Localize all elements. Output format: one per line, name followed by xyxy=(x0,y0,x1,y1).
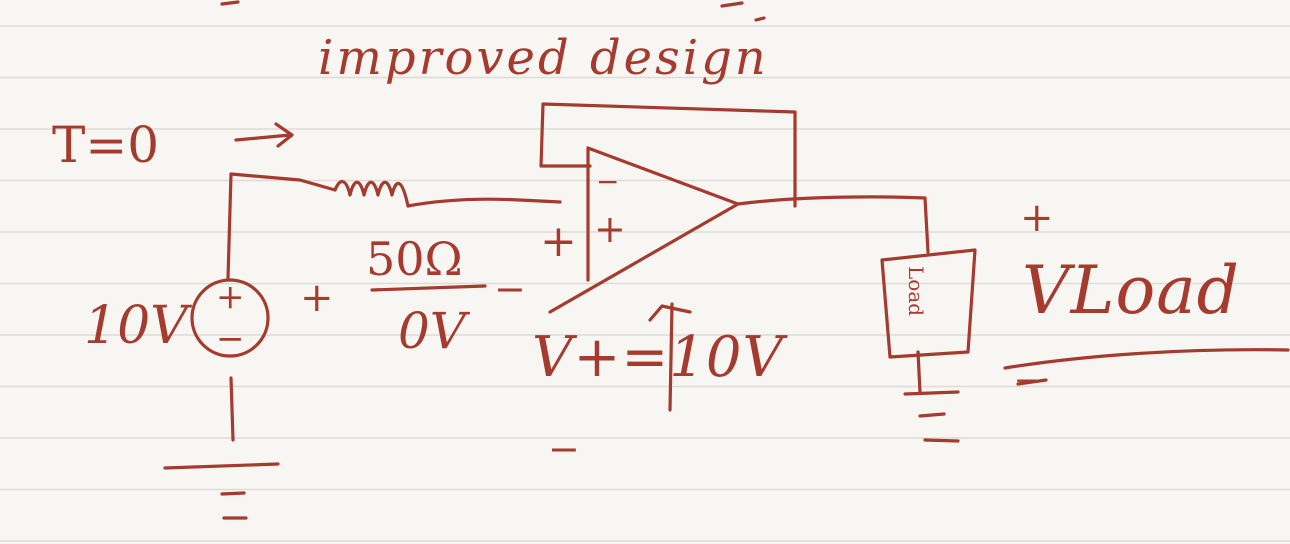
vload-underline xyxy=(1003,348,1290,386)
ground-symbol-left xyxy=(163,462,280,520)
title-text: improved design xyxy=(318,30,769,86)
input-wire xyxy=(406,197,562,208)
resistor-voltage: 0V xyxy=(398,302,466,360)
v-plus-label: V+=10V xyxy=(532,325,784,390)
op-amp-triangle xyxy=(548,146,740,314)
v-plus-minus-sign: − xyxy=(548,427,580,471)
time-label: T=0 xyxy=(52,116,160,174)
load-minus-sign: − xyxy=(1014,363,1040,398)
load-plus-sign: + xyxy=(1020,195,1054,241)
feedback-wire xyxy=(539,102,797,208)
source-voltage-label: 10V xyxy=(84,296,188,356)
fraction-bar xyxy=(370,284,487,292)
load-voltage-label: VLoad xyxy=(1022,252,1240,329)
top-stroke-left xyxy=(220,0,240,6)
opamp-inverting-sign: − xyxy=(596,165,620,198)
load-ground-wire xyxy=(916,350,922,394)
source-top-wire xyxy=(226,172,337,280)
opamp-noninverting-sign: + xyxy=(594,207,626,251)
resistor-value: 50Ω xyxy=(366,232,463,286)
resistor-plus-sign: + xyxy=(300,275,334,321)
load-box-label: Load xyxy=(904,266,928,317)
output-wire xyxy=(736,195,930,254)
source-plus-sign: + xyxy=(216,277,245,317)
resistor-symbol xyxy=(333,180,410,208)
source-minus-sign: − xyxy=(216,319,245,359)
load-box xyxy=(880,248,977,359)
v-plus-arrow xyxy=(648,302,692,412)
switch-arrow xyxy=(234,122,294,148)
source-ground-wire xyxy=(229,376,235,442)
voltage-source xyxy=(190,278,270,358)
top-stroke-right xyxy=(720,1,766,22)
resistor-minus-sign: − xyxy=(494,267,526,311)
ground-symbol-right xyxy=(903,390,960,443)
input-plus-sign: + xyxy=(540,216,577,267)
